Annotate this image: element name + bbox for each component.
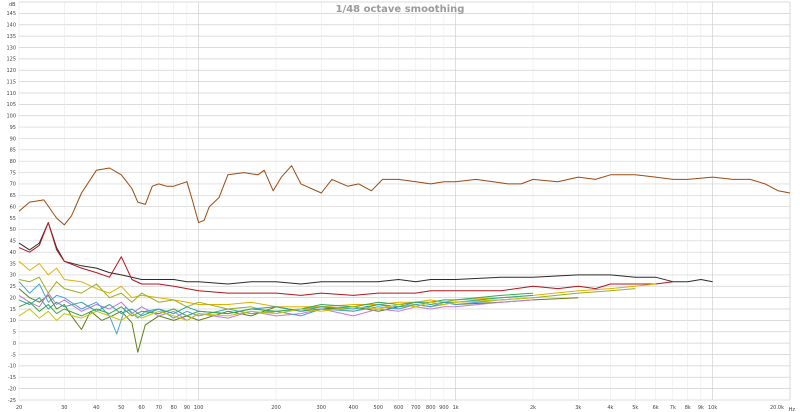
y-tick-label: 65 — [10, 193, 16, 199]
y-tick-label: 50 — [10, 227, 16, 233]
y-tick-label: 110 — [6, 91, 16, 97]
x-tick-label: 90 — [184, 405, 190, 411]
y-tick-label: 85 — [10, 148, 16, 154]
y-tick-label: 25 — [10, 284, 16, 290]
y-tick-label: 115 — [6, 79, 16, 85]
x-tick-label: 10k — [708, 405, 717, 411]
y-tick-label: -5 — [11, 352, 16, 358]
y-tick-label: -15 — [8, 375, 16, 381]
x-tick-label: 80 — [171, 405, 177, 411]
y-tick-label: 100 — [6, 114, 16, 120]
y-tick-label: 15 — [10, 307, 16, 313]
x-tick-label: 30 — [61, 405, 67, 411]
series-line-1 — [18, 165, 791, 226]
y-tick-label: -25 — [8, 398, 16, 404]
chart-title: 1/48 octave smoothing — [336, 4, 465, 15]
y-tick-label: 75 — [10, 170, 16, 176]
y-tick-label: 105 — [6, 102, 16, 108]
x-tick-label: 50 — [118, 405, 124, 411]
y-axis-ticks: 1451401351301251201151101051009590858075… — [6, 11, 16, 404]
x-tick-label: 600 — [394, 405, 404, 411]
y-tick-label: 95 — [10, 125, 16, 131]
series-line-2 — [18, 222, 713, 285]
y-tick-label: 5 — [13, 330, 16, 336]
x-tick-label: 100 — [194, 405, 204, 411]
y-unit-label: dB — [9, 2, 16, 8]
x-tick-label: 900 — [439, 405, 449, 411]
series-line-10 — [18, 292, 534, 317]
x-tick-label: 20 — [16, 405, 22, 411]
x-tick-label: 9k — [698, 405, 704, 411]
y-tick-label: 130 — [6, 45, 16, 51]
y-tick-label: 55 — [10, 216, 16, 222]
y-tick-label: -20 — [8, 386, 16, 392]
x-tick-label: 8k — [685, 405, 691, 411]
y-tick-label: 70 — [10, 182, 16, 188]
y-tick-label: 45 — [10, 239, 16, 245]
series-line-4 — [18, 260, 656, 308]
y-tick-label: 60 — [10, 204, 16, 210]
x-tick-label: 200 — [271, 405, 281, 411]
x-tick-label: 2k — [530, 405, 536, 411]
y-tick-label: 80 — [10, 159, 16, 165]
x-tick-label: 5k — [632, 405, 638, 411]
y-tick-label: 140 — [6, 23, 16, 29]
x-tick-label: 6k — [653, 405, 659, 411]
x-tick-label: 700 — [411, 405, 421, 411]
y-tick-label: 35 — [10, 261, 16, 267]
y-tick-label: 20 — [10, 295, 16, 301]
x-tick-label: 70 — [156, 405, 162, 411]
x-tick-label: 20.0k — [770, 405, 784, 411]
grid — [18, 1, 791, 401]
series-line-8 — [18, 281, 534, 335]
y-tick-label: 0 — [13, 341, 16, 347]
y-tick-label: 10 — [10, 318, 16, 324]
y-tick-label: 145 — [6, 11, 16, 17]
y-tick-label: 125 — [6, 57, 16, 63]
x-tick-label: 400 — [349, 405, 359, 411]
x-tick-label: 800 — [426, 405, 436, 411]
x-tick-label: 3k — [575, 405, 581, 411]
series-line-11 — [18, 297, 534, 321]
series-line-3 — [18, 222, 673, 296]
series-traces — [18, 165, 791, 353]
y-tick-label: 135 — [6, 34, 16, 40]
x-tick-label: 7k — [670, 405, 676, 411]
y-tick-label: 120 — [6, 68, 16, 74]
y-tick-label: -10 — [8, 364, 16, 370]
x-tick-label: 60 — [138, 405, 144, 411]
x-unit-label: Hz — [789, 407, 796, 412]
x-axis-ticks: 20 30 40 50 60 70 80 90 100 200 300 400 500 600 700 800… — [16, 405, 784, 411]
y-tick-label: 40 — [10, 250, 16, 256]
x-tick-label: 500 — [373, 405, 383, 411]
y-tick-label: 90 — [10, 136, 16, 142]
y-tick-label: 30 — [10, 273, 16, 279]
x-tick-label: 4k — [607, 405, 613, 411]
x-tick-label: 1k — [453, 405, 459, 411]
x-tick-label: 300 — [316, 405, 326, 411]
x-tick-label: 40 — [93, 405, 99, 411]
